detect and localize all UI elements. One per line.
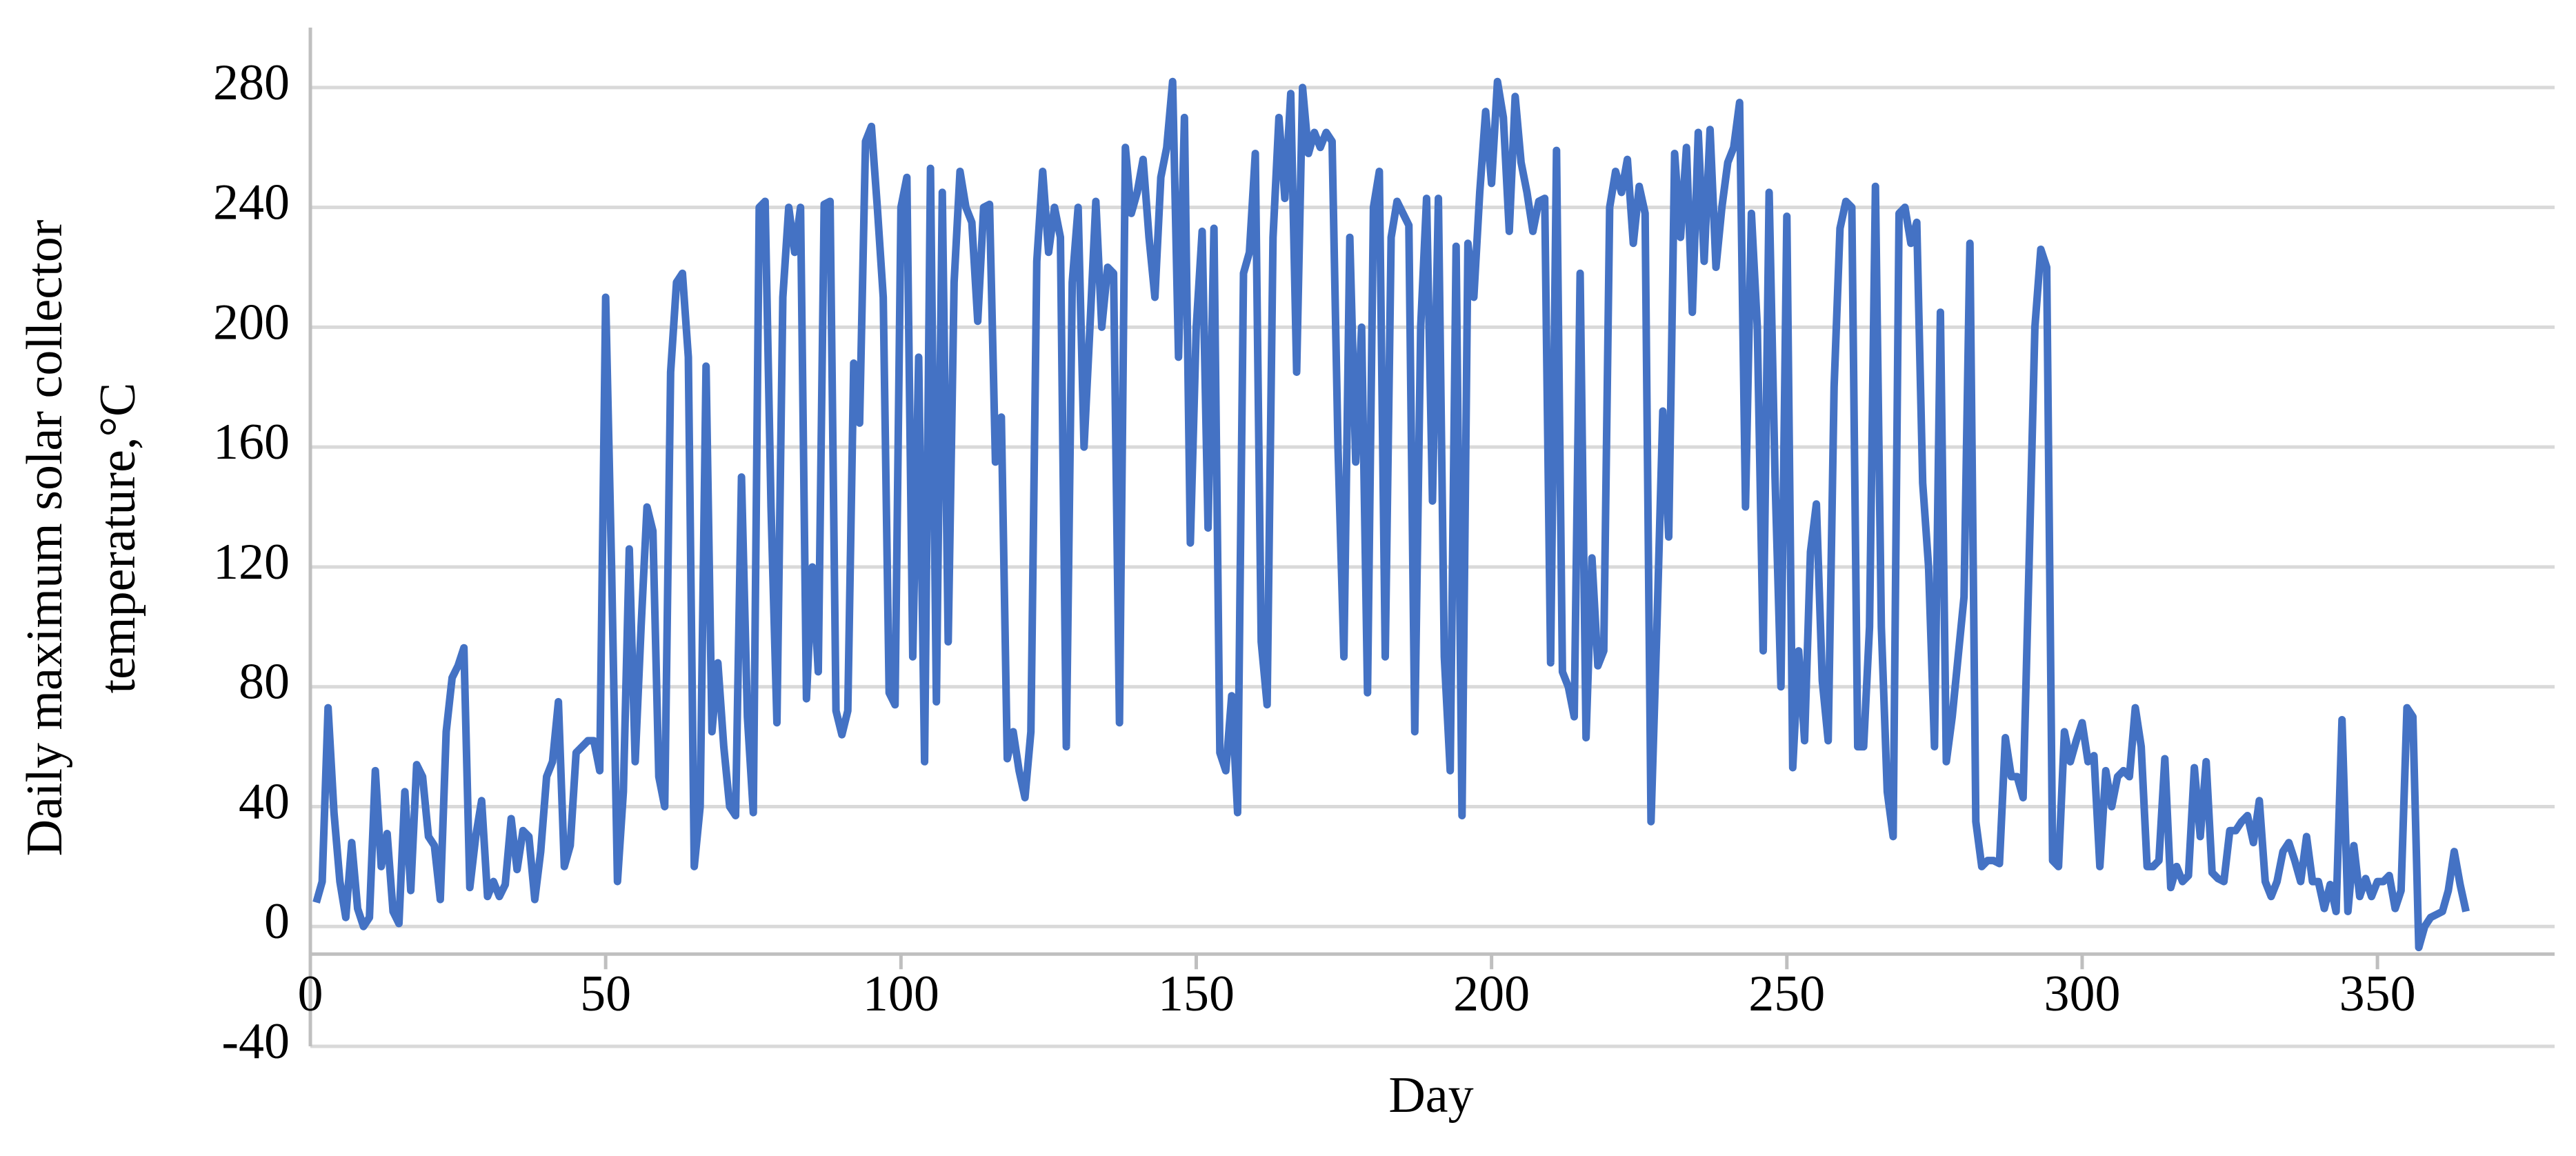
- x-tick-label: 150: [1158, 966, 1235, 1022]
- y-tick-label: 80: [239, 654, 290, 710]
- y-tick-label: -40: [221, 1013, 290, 1070]
- x-tick-label: 0: [298, 966, 323, 1022]
- x-tick-label: 250: [1748, 966, 1825, 1022]
- y-tick-label: 160: [213, 414, 290, 470]
- x-tick-label: 300: [2044, 966, 2120, 1022]
- x-tick-label: 100: [863, 966, 939, 1022]
- x-axis-label: Day: [1388, 1067, 1473, 1124]
- y-tick-label: 280: [213, 54, 290, 111]
- y-axis-label: Daily maximum solar collector: [17, 220, 73, 857]
- x-tick-label: 350: [2339, 966, 2416, 1022]
- x-tick-label: 50: [580, 966, 631, 1022]
- y-tick-label: 240: [213, 175, 290, 231]
- x-tick-label: 200: [1453, 966, 1530, 1022]
- y-tick-label: 40: [239, 773, 290, 830]
- y-axis-label: temperature,°C: [90, 383, 146, 694]
- y-tick-label: 0: [264, 893, 290, 950]
- data-line: [312, 77, 2470, 952]
- y-tick-label: 200: [213, 294, 290, 350]
- y-tick-label: 120: [213, 534, 290, 590]
